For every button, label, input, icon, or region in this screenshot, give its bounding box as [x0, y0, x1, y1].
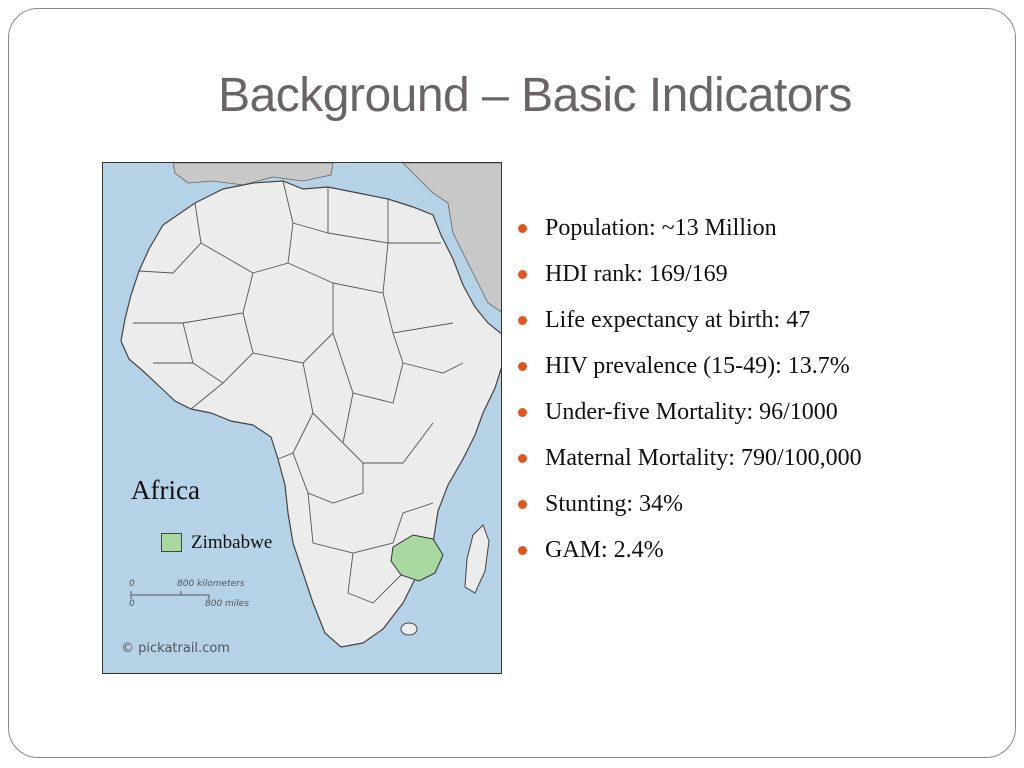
list-item: Stunting: 34%	[518, 486, 862, 532]
list-item: Under-five Mortality: 96/1000	[518, 394, 862, 440]
indicator-text: HIV prevalence (15-49): 13.7%	[545, 353, 850, 379]
zimbabwe-highlight	[390, 534, 444, 582]
lesotho	[400, 622, 418, 636]
bullet-icon	[518, 270, 527, 279]
bullet-icon	[518, 408, 527, 417]
indicator-list: Population: ~13 Million HDI rank: 169/16…	[518, 210, 862, 578]
indicator-text: GAM: 2.4%	[545, 537, 664, 563]
legend-swatch	[161, 533, 182, 552]
madagascar	[464, 524, 490, 594]
list-item: GAM: 2.4%	[518, 532, 862, 578]
list-item: Maternal Mortality: 790/100,000	[518, 440, 862, 486]
europe-land	[172, 163, 334, 186]
map-copyright: © pickatrail.com	[121, 641, 230, 656]
africa-continent	[120, 180, 501, 648]
indicator-text: Under-five Mortality: 96/1000	[545, 399, 838, 425]
scale-mi-label: 800 miles	[205, 599, 250, 609]
list-item: Life expectancy at birth: 47	[518, 302, 862, 348]
indicator-text: HDI rank: 169/169	[545, 261, 728, 287]
map-title: Africa	[131, 475, 200, 505]
indicator-text: Population: ~13 Million	[545, 215, 777, 241]
map-graphic	[103, 163, 501, 673]
bullet-icon	[518, 546, 527, 555]
country-borders	[133, 180, 464, 604]
africa-map: Africa Zimbabwe 0 800 kilometers 0 800 m…	[102, 162, 502, 674]
scale-km-zero: 0	[129, 579, 135, 589]
indicator-text: Maternal Mortality: 790/100,000	[545, 445, 862, 471]
indicator-text: Stunting: 34%	[545, 491, 684, 517]
bullet-icon	[518, 224, 527, 233]
indicator-text: Life expectancy at birth: 47	[545, 307, 811, 333]
slide-title: Background – Basic Indicators	[218, 69, 852, 122]
list-item: HIV prevalence (15-49): 13.7%	[518, 348, 862, 394]
scale-mi-zero: 0	[129, 599, 135, 609]
list-item: Population: ~13 Million	[518, 210, 862, 256]
bullet-icon	[518, 362, 527, 371]
bullet-icon	[518, 500, 527, 509]
bullet-icon	[518, 316, 527, 325]
bullet-icon	[518, 454, 527, 463]
legend-label: Zimbabwe	[191, 532, 273, 553]
middle-east-land	[402, 163, 501, 313]
list-item: HDI rank: 169/169	[518, 256, 862, 302]
scale-km-label: 800 kilometers	[177, 579, 245, 589]
